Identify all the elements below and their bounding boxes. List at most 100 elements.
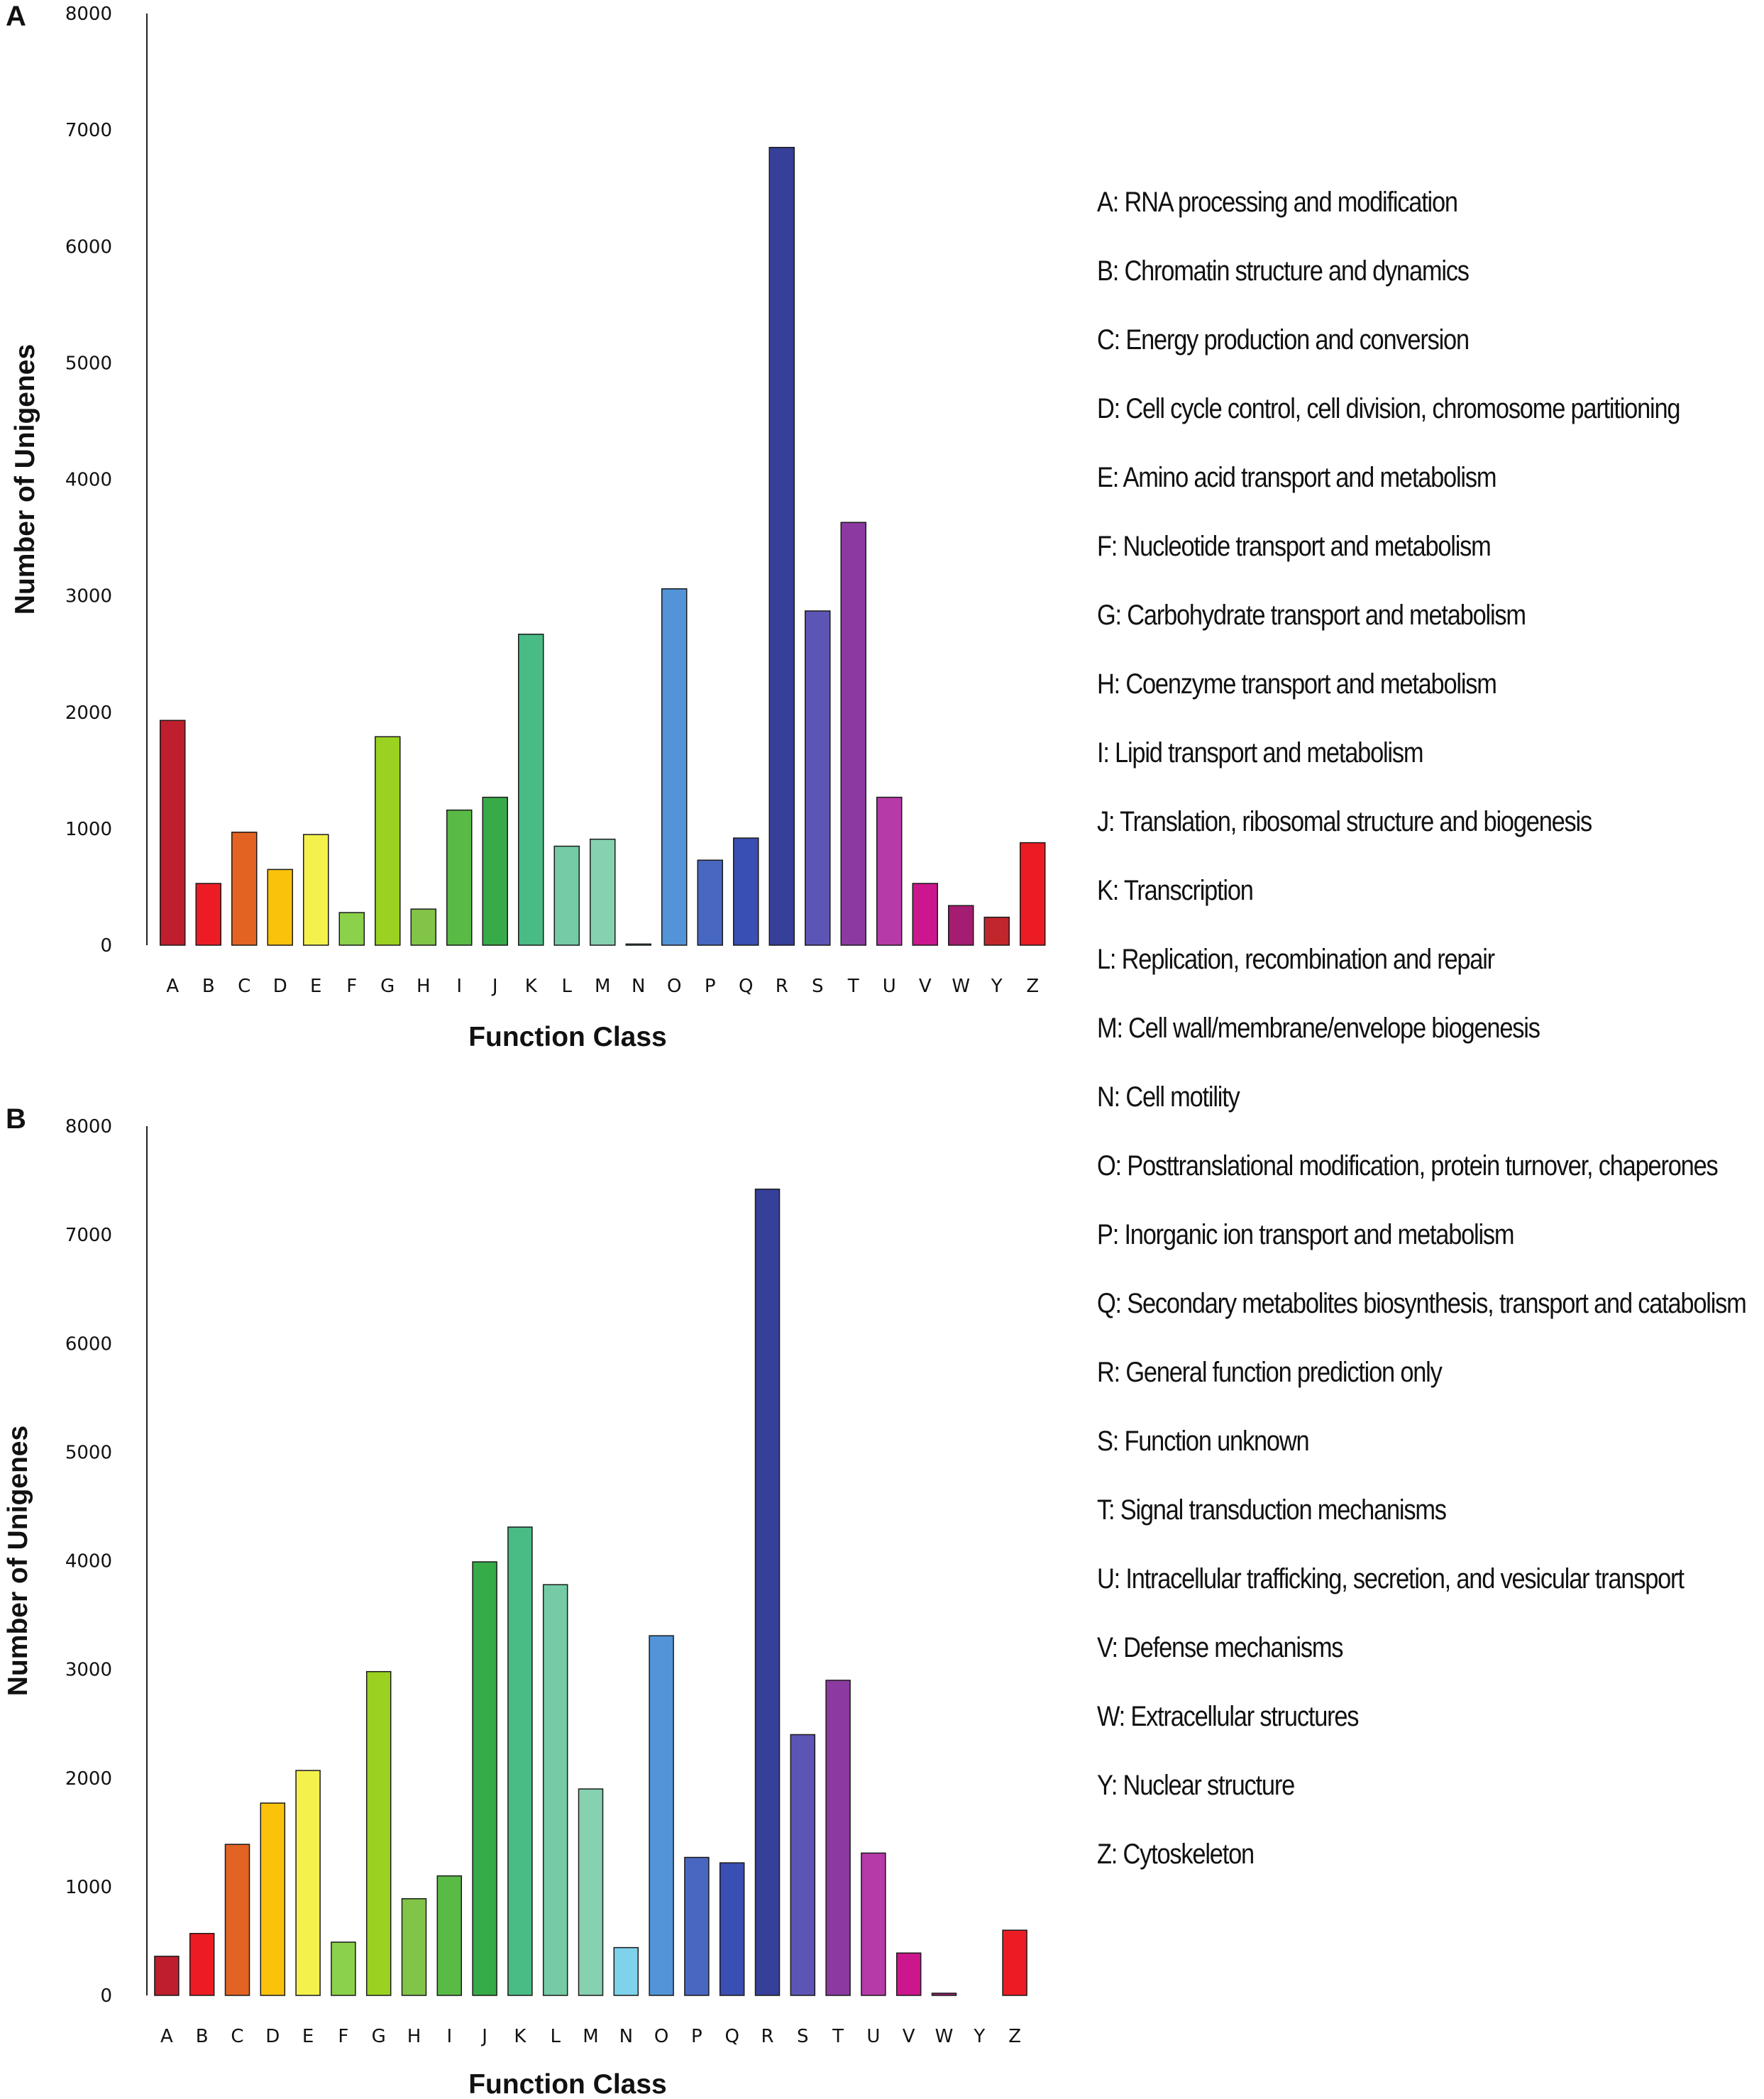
legend-item: R: General function prediction only: [1097, 1357, 1443, 1388]
x-category-label: U: [866, 2026, 880, 2047]
y-tick-label: 5000: [65, 353, 112, 374]
y-tick-label: 3000: [65, 1660, 112, 1681]
y-tick-label: 7000: [65, 120, 112, 141]
bar-U: [876, 796, 903, 946]
bar-O: [649, 1635, 674, 1996]
bar-D: [267, 869, 293, 946]
bar-H: [401, 1897, 427, 1996]
bar-D: [260, 1802, 286, 1996]
x-category-label: P: [705, 976, 716, 997]
x-category-label: N: [619, 2026, 633, 2047]
bar-V: [912, 883, 938, 946]
x-category-label: R: [761, 2026, 773, 2047]
x-category-label: W: [952, 976, 970, 997]
bar-H: [410, 908, 436, 946]
legend-item: W: Extracellular structures: [1097, 1701, 1360, 1732]
bar-K: [507, 1526, 533, 1996]
bar-E: [295, 1770, 321, 1996]
x-category-label: V: [919, 976, 932, 997]
x-category-label: P: [691, 2026, 702, 2047]
x-category-label: K: [525, 976, 538, 997]
y-tick-label: 1000: [65, 819, 112, 840]
x-category-label: R: [776, 976, 788, 997]
legend-item: U: Intracellular trafficking, secretion,…: [1097, 1563, 1685, 1594]
x-category-label: U: [883, 976, 896, 997]
x-category-label: E: [302, 2026, 314, 2047]
bar-N: [613, 1946, 639, 1996]
x-category-label: K: [514, 2026, 527, 2047]
x-category-label: S: [812, 976, 824, 997]
x-category-label: M: [595, 976, 610, 997]
bar-F: [331, 1941, 356, 1996]
bar-W: [931, 1993, 957, 1996]
bar-E: [303, 834, 329, 946]
y-tick-label: 4000: [65, 470, 112, 491]
bar-Z: [1002, 1929, 1027, 1996]
x-category-label: Y: [973, 2026, 985, 2047]
bar-F: [338, 912, 365, 946]
x-category-label: G: [372, 2026, 386, 2047]
x-axis-title: Function Class: [468, 2069, 667, 2099]
legend-item: M: Cell wall/membrane/envelope biogenesi…: [1097, 1013, 1540, 1044]
y-tick-label: 7000: [65, 1225, 112, 1246]
legend-item: N: Cell motility: [1097, 1081, 1240, 1113]
x-category-label: T: [832, 2026, 844, 2047]
bar-N: [625, 943, 651, 946]
legend-item: Q: Secondary metabolites biosynthesis, t…: [1097, 1288, 1747, 1319]
y-axis-title: Number of Unigenes: [3, 1426, 33, 1696]
bar-M: [590, 838, 616, 946]
x-category-label: O: [667, 976, 681, 997]
legend-item: H: Coenzyme transport and metabolism: [1097, 668, 1497, 700]
x-category-label: D: [273, 976, 287, 997]
function-class-legend: A: RNA processing and modification B: Chr…: [1097, 175, 1764, 1895]
x-category-label: C: [238, 976, 250, 997]
y-tick-label: 6000: [65, 1333, 112, 1355]
x-category-label: T: [847, 976, 859, 997]
x-category-label: J: [491, 976, 498, 997]
y-tick-label: 8000: [65, 1116, 112, 1137]
bar-A: [154, 1956, 180, 1996]
y-tick-label: 3000: [65, 586, 112, 607]
bar-I: [436, 1875, 463, 1996]
bar-K: [518, 634, 544, 946]
y-tick-label: 8000: [65, 4, 112, 25]
x-category-label: B: [196, 2026, 209, 2047]
bar-R: [768, 146, 795, 946]
legend-item: V: Defense mechanisms: [1097, 1632, 1343, 1663]
y-tick-label: 5000: [65, 1442, 112, 1463]
bar-L: [542, 1584, 568, 1996]
bar-M: [578, 1788, 604, 1996]
bar-Q: [719, 1862, 745, 1996]
y-tick-label: 4000: [65, 1551, 112, 1572]
x-category-label: M: [583, 2026, 598, 2047]
x-axis-title: Function Class: [468, 1022, 667, 1052]
x-category-label: N: [632, 976, 645, 997]
x-category-label: Y: [991, 976, 1003, 997]
legend-item: L: Replication, recombination and repair: [1097, 944, 1495, 975]
bar-A: [160, 720, 186, 946]
x-category-label: G: [380, 976, 395, 997]
bar-J: [472, 1561, 497, 1996]
y-tick-label: 0: [100, 935, 112, 957]
bar-S: [805, 610, 831, 946]
legend-item: F: Nucleotide transport and metabolism: [1097, 531, 1492, 562]
legend-item: I: Lipid transport and metabolism: [1097, 737, 1424, 768]
legend-item: P: Inorganic ion transport and metabolis…: [1097, 1219, 1515, 1250]
x-category-label: A: [166, 976, 179, 997]
bar-V: [895, 1952, 922, 1996]
bar-T: [825, 1680, 851, 1996]
legend-item: E: Amino acid transport and metabolism: [1097, 462, 1496, 493]
bar-I: [446, 809, 473, 946]
y-tick-label: 2000: [65, 703, 112, 724]
bar-G: [365, 1670, 392, 1996]
legend-item: D: Cell cycle control, cell division, ch…: [1097, 393, 1681, 424]
y-axis-title: Number of Unigenes: [10, 344, 40, 615]
x-category-label: F: [338, 2026, 348, 2047]
legend-item: Y: Nuclear structure: [1097, 1770, 1295, 1801]
legend-item: T: Signal transduction mechanisms: [1097, 1494, 1447, 1526]
bar-G: [375, 736, 401, 946]
legend-item: K: Transcription: [1097, 875, 1254, 906]
x-category-label: V: [903, 2026, 915, 2047]
y-tick-label: 2000: [65, 1768, 112, 1790]
x-category-label: B: [202, 976, 215, 997]
